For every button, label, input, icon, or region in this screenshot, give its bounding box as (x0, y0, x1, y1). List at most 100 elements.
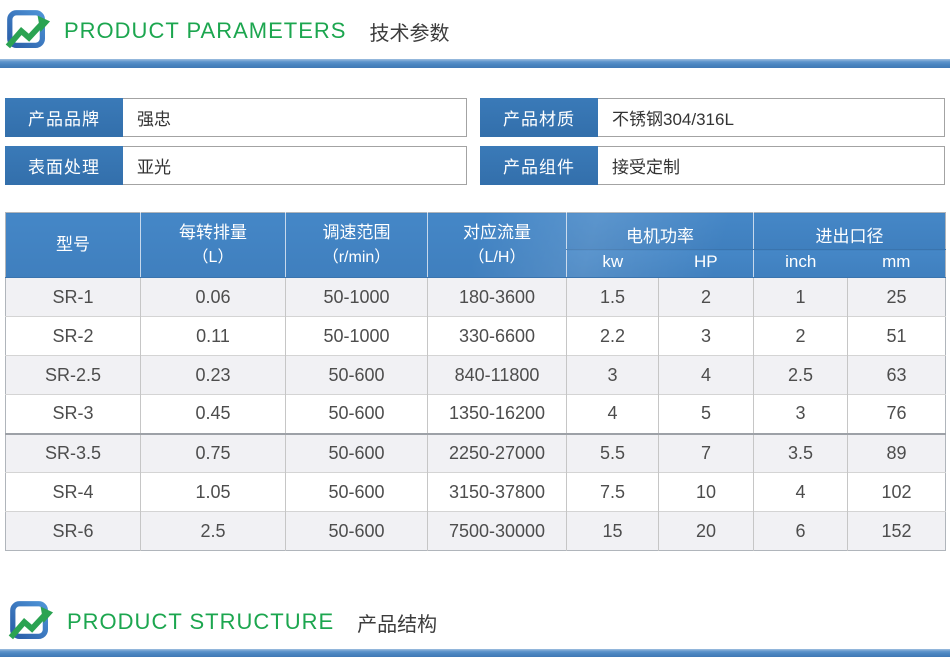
field-surface-label: 表面处理 (5, 146, 123, 185)
table-row-sr1: SR-1 0.06 50-1000 180-3600 1.5 2 1 25 (5, 277, 946, 317)
cell-mm: 89 (847, 432, 946, 473)
col-flow: 对应流量 （L/H） (427, 212, 567, 278)
cell-speed-range: 50-600 (285, 394, 428, 434)
cell-flow: 180-3600 (427, 277, 567, 317)
cell-mm: 51 (847, 316, 946, 356)
table-row-sr2: SR-2 0.11 50-1000 330-6600 2.2 3 2 51 (5, 316, 946, 356)
col-hp: HP (658, 249, 754, 278)
col-port-size-group: 进出口径 (753, 212, 946, 250)
section-title-zh: 产品结构 (357, 613, 438, 636)
cell-hp: 10 (658, 472, 754, 512)
field-brand-label: 产品品牌 (5, 98, 123, 137)
cell-speed-range: 50-600 (285, 355, 428, 395)
cell-kw: 15 (566, 511, 659, 551)
cell-mm: 63 (847, 355, 946, 395)
field-material-value: 不锈钢304/316L (612, 110, 734, 129)
col-displacement: 每转排量 （L） (140, 212, 286, 278)
cell-displacement: 0.06 (140, 277, 286, 317)
cell-flow: 840-11800 (427, 355, 567, 395)
col-flow-line1: 对应流量 (463, 223, 531, 243)
field-brand-value: 强忠 (137, 110, 171, 129)
product-info-fields: 产品品牌 强忠 产品材质 不锈钢304/316L 表面处理 亚光 产品组件 接受… (5, 98, 945, 185)
cell-model: SR-3 (5, 394, 141, 434)
cell-mm: 102 (847, 472, 946, 512)
cell-kw: 7.5 (566, 472, 659, 512)
section-title-en: PRODUCT STRUCTURE (67, 609, 335, 634)
field-components-value: 接受定制 (612, 158, 680, 177)
structure-section-header: PRODUCT STRUCTURE 产品结构 (3, 598, 437, 646)
cell-inch: 3 (753, 394, 848, 434)
brand-logo-icon (5, 10, 51, 49)
cell-speed-range: 50-600 (285, 511, 428, 551)
cell-displacement: 0.75 (140, 432, 286, 473)
table-row-sr3-5: SR-3.5 0.75 50-600 2250-27000 5.5 7 3.5 … (5, 432, 946, 473)
cell-mm: 76 (847, 394, 946, 434)
table-row-sr4: SR-4 1.05 50-600 3150-37800 7.5 10 4 102 (5, 472, 946, 512)
cell-kw: 1.5 (566, 277, 659, 317)
cell-hp: 7 (658, 432, 754, 473)
cell-model: SR-6 (5, 511, 141, 551)
cell-hp: 5 (658, 394, 754, 434)
cell-flow: 330-6600 (427, 316, 567, 356)
cell-flow: 2250-27000 (427, 432, 567, 473)
table-row-sr2-5: SR-2.5 0.23 50-600 840-11800 3 4 2.5 63 (5, 355, 946, 395)
col-flow-line2: （L/H） (468, 248, 526, 266)
cell-model: SR-4 (5, 472, 141, 512)
field-surface-value: 亚光 (137, 158, 171, 177)
cell-flow: 3150-37800 (427, 472, 567, 512)
cell-flow: 1350-16200 (427, 394, 567, 434)
cell-speed-range: 50-1000 (285, 316, 428, 356)
cell-flow: 7500-30000 (427, 511, 567, 551)
col-mm: mm (847, 249, 946, 278)
field-material-label: 产品材质 (480, 98, 598, 137)
cell-inch: 1 (753, 277, 848, 317)
section-divider-bar (0, 649, 950, 657)
cell-speed-range: 50-1000 (285, 277, 428, 317)
cell-inch: 2 (753, 316, 848, 356)
col-motor-power-group: 电机功率 (566, 212, 754, 250)
col-displacement-line2: （L） (192, 248, 234, 266)
cell-inch: 6 (753, 511, 848, 551)
col-speed-range: 调速范围 （r/min） (285, 212, 428, 278)
cell-kw: 4 (566, 394, 659, 434)
cell-displacement: 2.5 (140, 511, 286, 551)
cell-hp: 4 (658, 355, 754, 395)
table-row-sr6: SR-6 2.5 50-600 7500-30000 15 20 6 152 (5, 511, 946, 551)
cell-hp: 2 (658, 277, 754, 317)
table-row-sr3: SR-3 0.45 50-600 1350-16200 4 5 3 76 (5, 394, 946, 434)
cell-inch: 4 (753, 472, 848, 512)
brand-logo-icon (8, 601, 54, 640)
cell-displacement: 1.05 (140, 472, 286, 512)
section-divider-bar (0, 59, 950, 68)
cell-kw: 3 (566, 355, 659, 395)
field-material: 产品材质 不锈钢304/316L (480, 98, 945, 137)
cell-displacement: 0.45 (140, 394, 286, 434)
field-brand: 产品品牌 强忠 (5, 98, 467, 137)
cell-speed-range: 50-600 (285, 472, 428, 512)
cell-displacement: 0.11 (140, 316, 286, 356)
col-inch: inch (753, 249, 848, 278)
spec-table: 型号 每转排量 （L） 调速范围 （r/min） 对应流量 （L/H） 电机功率… (5, 212, 946, 551)
cell-displacement: 0.23 (140, 355, 286, 395)
field-surface: 表面处理 亚光 (5, 146, 467, 185)
cell-hp: 20 (658, 511, 754, 551)
cell-inch: 3.5 (753, 432, 848, 473)
cell-mm: 25 (847, 277, 946, 317)
col-kw: kw (566, 249, 659, 278)
col-model: 型号 (5, 212, 141, 278)
col-displacement-line1: 每转排量 (179, 223, 247, 243)
cell-model: SR-2 (5, 316, 141, 356)
cell-kw: 5.5 (566, 432, 659, 473)
col-speed-line2: （r/min） (322, 248, 391, 266)
cell-inch: 2.5 (753, 355, 848, 395)
parameters-section-header: PRODUCT PARAMETERS 技术参数 (0, 0, 950, 54)
field-components: 产品组件 接受定制 (480, 146, 945, 185)
cell-mm: 152 (847, 511, 946, 551)
col-speed-line1: 调速范围 (322, 223, 391, 243)
cell-model: SR-2.5 (5, 355, 141, 395)
field-components-label: 产品组件 (480, 146, 598, 185)
section-title-en: PRODUCT PARAMETERS (64, 18, 347, 43)
cell-kw: 2.2 (566, 316, 659, 356)
spec-table-header: 型号 每转排量 （L） 调速范围 （r/min） 对应流量 （L/H） 电机功率… (5, 212, 946, 278)
